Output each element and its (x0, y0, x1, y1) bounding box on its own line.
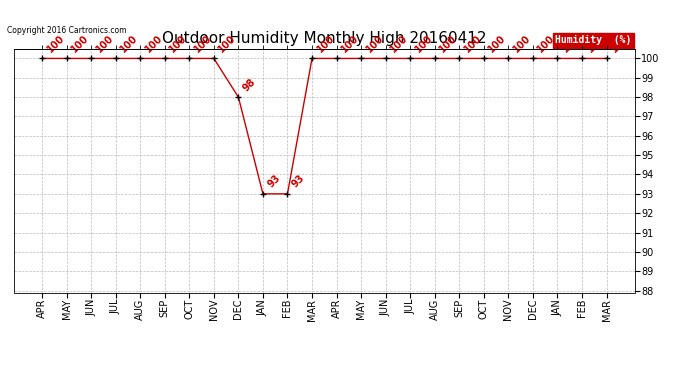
Text: Copyright 2016 Cartronics.com: Copyright 2016 Cartronics.com (7, 26, 126, 35)
Text: 100: 100 (560, 33, 582, 54)
Text: 100: 100 (486, 33, 508, 54)
Text: 100: 100 (388, 33, 410, 54)
Text: 100: 100 (45, 33, 66, 54)
Text: 100: 100 (168, 33, 189, 54)
Text: 100: 100 (192, 33, 213, 54)
Text: 100: 100 (70, 33, 91, 54)
Text: 100: 100 (462, 33, 484, 54)
Text: 100: 100 (585, 33, 607, 54)
Text: 100: 100 (511, 33, 533, 54)
Text: 100: 100 (535, 33, 557, 54)
Text: 100: 100 (143, 33, 164, 54)
Text: 98: 98 (241, 76, 258, 93)
Text: Humidity  (%): Humidity (%) (555, 35, 632, 45)
Text: 100: 100 (315, 33, 336, 54)
Text: 93: 93 (290, 173, 307, 190)
Text: 100: 100 (364, 33, 385, 54)
Text: 100: 100 (609, 33, 631, 54)
Text: 100: 100 (437, 33, 459, 54)
Title: Outdoor Humidity Monthly High 20160412: Outdoor Humidity Monthly High 20160412 (162, 31, 486, 46)
Text: 100: 100 (94, 33, 115, 54)
Text: 100: 100 (339, 33, 361, 54)
Text: 100: 100 (413, 33, 435, 54)
Text: 100: 100 (217, 33, 238, 54)
Text: 100: 100 (119, 33, 140, 54)
Text: 93: 93 (266, 173, 282, 190)
